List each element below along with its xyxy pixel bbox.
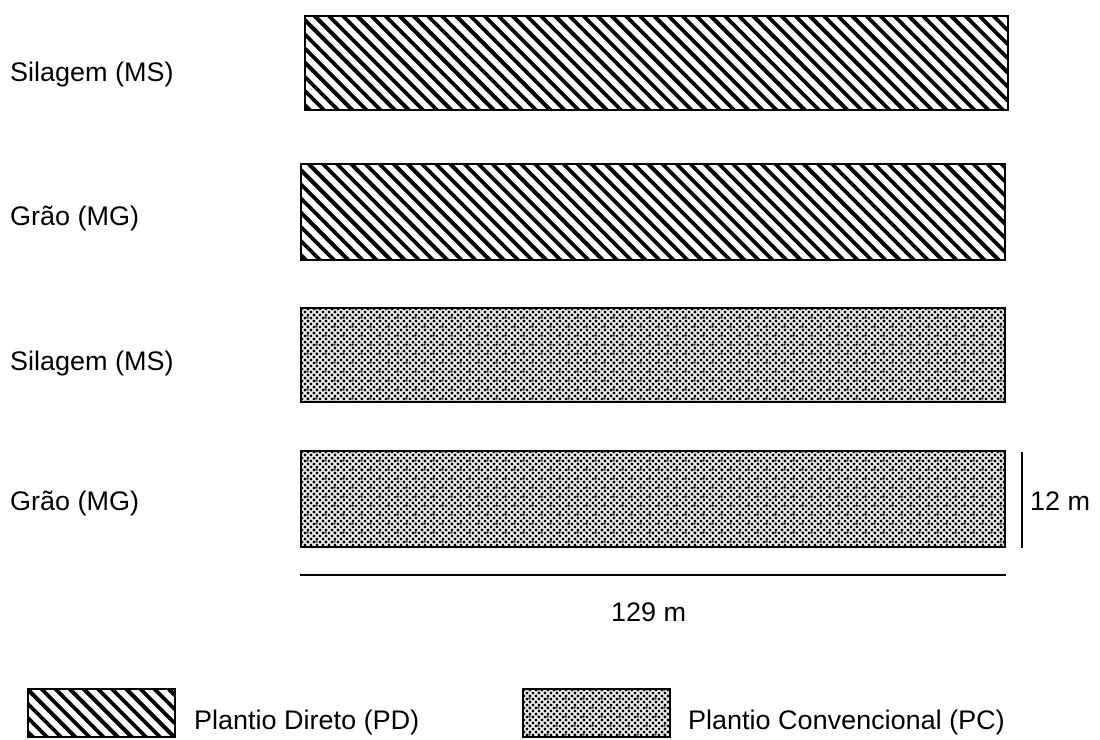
plot-label-2: Grão (MG) <box>10 201 140 231</box>
plot-label-3: Silagem (MS) <box>10 346 174 376</box>
height-dimension-line <box>1021 452 1023 548</box>
plot-2-plantio-direto <box>300 163 1006 261</box>
plot-1-plantio-direto <box>304 15 1009 111</box>
legend-swatch-plantio-convencional <box>522 688 671 738</box>
plot-4-plantio-convencional <box>300 450 1006 548</box>
height-dimension-label: 12 m <box>1030 486 1091 516</box>
plot-label-1: Silagem (MS) <box>10 57 174 87</box>
plot-label-4: Grão (MG) <box>10 486 140 516</box>
width-dimension-line <box>300 574 1006 576</box>
plot-3-plantio-convencional <box>300 307 1006 403</box>
legend-label-plantio-convencional: Plantio Convencional (PC) <box>688 705 1005 735</box>
legend-swatch-plantio-direto <box>27 688 176 738</box>
width-dimension-label: 129 m <box>611 597 687 627</box>
legend-label-plantio-direto: Plantio Direto (PD) <box>194 705 420 735</box>
